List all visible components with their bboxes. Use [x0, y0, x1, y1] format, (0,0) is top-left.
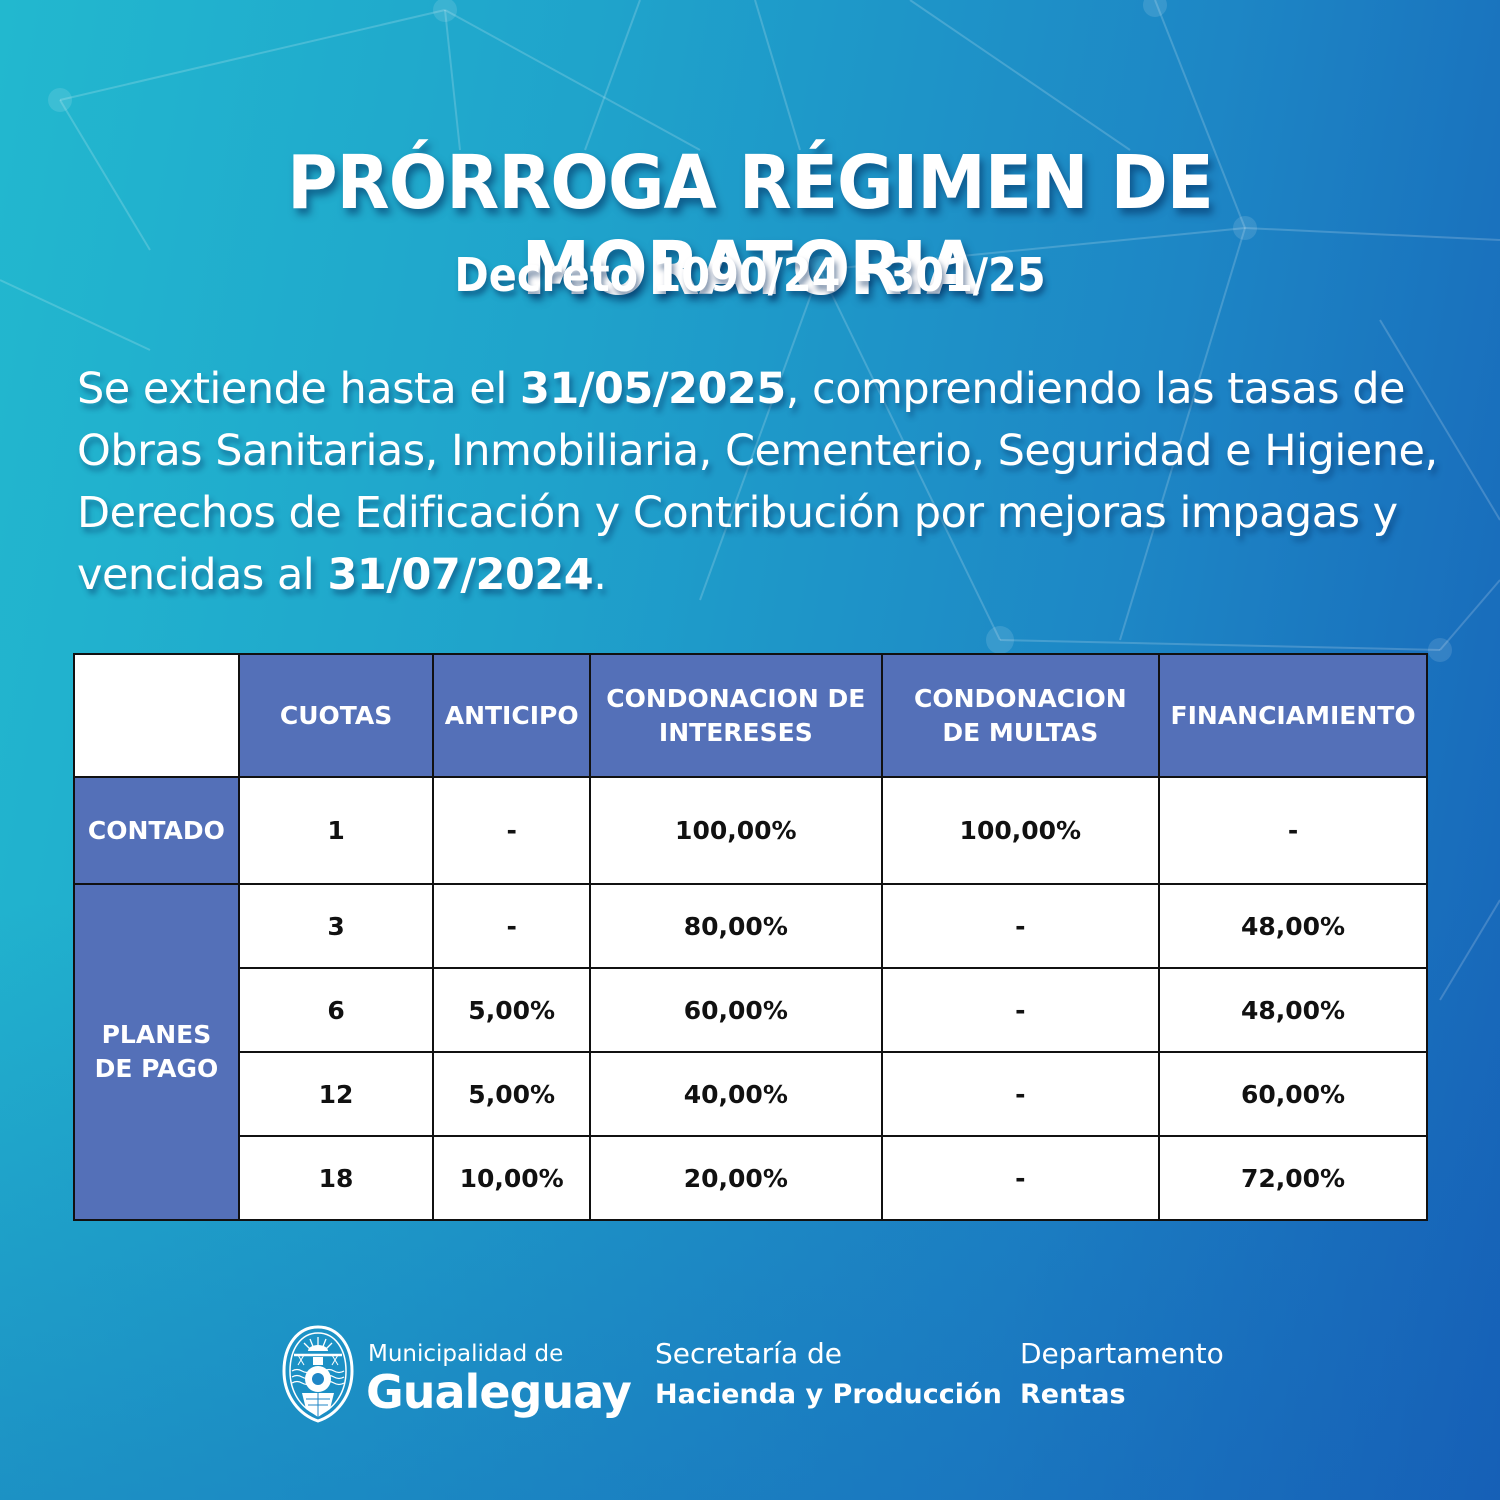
payment-plan-table: CUOTAS ANTICIPO CONDONACION DE INTERESES … — [73, 653, 1428, 1221]
municipal-crest-icon — [282, 1325, 354, 1423]
due-date: 31/07/2024 — [327, 550, 594, 600]
table-row: 12 5,00% 40,00% - 60,00% — [74, 1051, 1428, 1137]
header-blank-cell — [73, 653, 240, 778]
table-header-row: CUOTAS ANTICIPO CONDONACION DE INTERESES … — [73, 653, 1428, 778]
table-row: 6 5,00% 60,00% - 48,00% — [74, 967, 1428, 1053]
cell-condonacion-multas: - — [880, 967, 1161, 1053]
header-condonacion-intereses: CONDONACION DE INTERESES — [589, 653, 883, 778]
cell-condonacion-intereses: 40,00% — [589, 1051, 883, 1137]
row-label-line: DE PAGO — [94, 1054, 219, 1083]
table-row: PLANES DE PAGO 3 - 80,00% - 48,00% — [73, 883, 1428, 1221]
cell-cuotas: 6 — [237, 967, 435, 1053]
intro-text: , comprendiendo las tasas de Obras Sanit… — [77, 364, 1438, 600]
cell-cuotas: 3 — [237, 883, 435, 969]
cell-anticipo: - — [432, 883, 592, 969]
department-name: Rentas — [1020, 1379, 1126, 1410]
cell-condonacion-multas: - — [880, 1051, 1161, 1137]
cell-cuotas: 18 — [237, 1135, 435, 1221]
cell-financiamiento: 48,00% — [1158, 883, 1428, 969]
header-anticipo: ANTICIPO — [432, 653, 592, 778]
row-label-line: PLANES — [101, 1020, 212, 1049]
cell-anticipo: 5,00% — [432, 1051, 592, 1137]
department-label: Departamento — [1020, 1337, 1224, 1370]
cell-condonacion-intereses: 20,00% — [589, 1135, 883, 1221]
secretary-label: Secretaría de — [655, 1337, 843, 1370]
header-financiamiento: FINANCIAMIENTO — [1158, 653, 1428, 778]
extension-date: 31/05/2025 — [519, 364, 786, 414]
header-line: CONDONACION DE — [606, 683, 866, 713]
footer-branding: Municipalidad de Gualeguay Secretaría de… — [280, 1325, 1280, 1425]
municipality-name: Gualeguay — [366, 1365, 632, 1419]
decree-subtitle: Decreto 1090/24 - 301/25 — [454, 248, 1046, 302]
header-cuotas: CUOTAS — [237, 653, 435, 778]
cell-financiamiento: 60,00% — [1158, 1051, 1428, 1137]
cell-financiamiento: 72,00% — [1158, 1135, 1428, 1221]
cell-condonacion-intereses: 80,00% — [589, 883, 883, 969]
cell-anticipo: - — [432, 776, 592, 885]
page-title: PRÓRROGA RÉGIMEN DE MORATORIA — [287, 140, 1214, 312]
cell-anticipo: 5,00% — [432, 967, 592, 1053]
cell-condonacion-intereses: 100,00% — [589, 776, 883, 885]
intro-text: . — [593, 550, 607, 600]
cell-condonacion-multas: 100,00% — [880, 776, 1161, 885]
cell-condonacion-multas: - — [880, 1135, 1161, 1221]
cell-condonacion-multas: - — [880, 883, 1161, 969]
cell-cuotas: 12 — [237, 1051, 435, 1137]
header-line: INTERESES — [658, 717, 813, 747]
header-line: CONDONACION — [914, 683, 1127, 713]
secretary-name: Hacienda y Producción — [655, 1379, 1002, 1410]
table-row-contado: CONTADO 1 - 100,00% 100,00% - — [73, 776, 1428, 885]
cell-cuotas: 1 — [237, 776, 435, 885]
header-line: DE MULTAS — [942, 717, 1099, 747]
row-label-planes-de-pago: PLANES DE PAGO — [73, 883, 240, 1221]
municipality-label: Municipalidad de — [368, 1341, 564, 1367]
cell-financiamiento: - — [1158, 776, 1428, 885]
intro-paragraph: Se extiende hasta el 31/05/2025, compren… — [77, 358, 1457, 606]
intro-text: Se extiende hasta el — [77, 364, 520, 414]
row-label-contado: CONTADO — [73, 776, 240, 885]
table-row: 18 10,00% 20,00% - 72,00% — [74, 1135, 1428, 1221]
cell-anticipo: 10,00% — [432, 1135, 592, 1221]
cell-financiamiento: 48,00% — [1158, 967, 1428, 1053]
cell-condonacion-intereses: 60,00% — [589, 967, 883, 1053]
header-condonacion-multas: CONDONACION DE MULTAS — [880, 653, 1161, 778]
